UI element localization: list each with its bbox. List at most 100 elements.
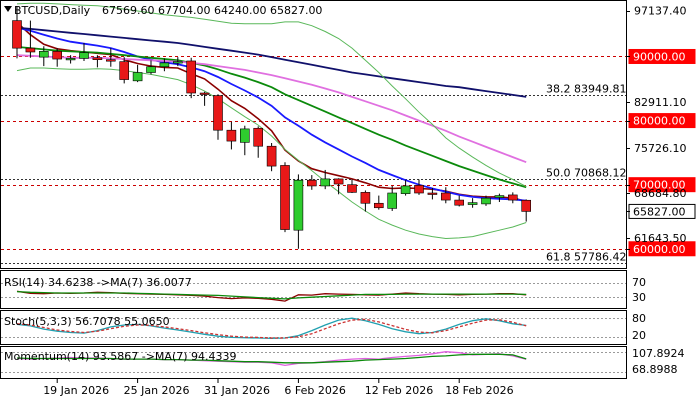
date-label: 6 Feb 2026 bbox=[284, 384, 345, 397]
date-label: 31 Jan 2026 bbox=[204, 384, 270, 397]
moving-averages bbox=[16, 2, 527, 240]
candle bbox=[293, 174, 304, 249]
candle-body bbox=[173, 61, 183, 64]
candle-body bbox=[12, 20, 22, 49]
candle-body bbox=[440, 192, 451, 201]
candle-body bbox=[507, 194, 518, 201]
ma-navy-line bbox=[16, 26, 527, 98]
candle bbox=[333, 178, 344, 195]
candle-body bbox=[119, 61, 129, 80]
candle-body bbox=[333, 178, 344, 185]
candle-body bbox=[25, 47, 36, 53]
candle bbox=[146, 60, 156, 75]
date-label: 19 Jan 2026 bbox=[43, 384, 109, 397]
candle-body bbox=[253, 127, 263, 147]
candle bbox=[467, 198, 478, 208]
candle bbox=[79, 43, 89, 61]
candle-body bbox=[454, 199, 465, 206]
candles bbox=[12, 6, 532, 249]
candle-body bbox=[146, 66, 156, 73]
momentum-ma-line bbox=[16, 353, 527, 364]
rsi-ma-line bbox=[16, 290, 527, 300]
date-label: 12 Feb 2026 bbox=[365, 384, 433, 397]
candle-body bbox=[226, 129, 237, 142]
candle bbox=[306, 175, 317, 190]
candle bbox=[213, 94, 223, 140]
candle bbox=[427, 187, 438, 200]
ohlc-label: 67569.60 67704.00 64240.00 65827.00 bbox=[102, 4, 322, 17]
fib-level-label: 38.2 83949.81 bbox=[546, 83, 626, 96]
stoch-d-line bbox=[16, 318, 527, 339]
candle-body bbox=[306, 179, 317, 187]
candle bbox=[65, 55, 76, 64]
candle bbox=[173, 57, 183, 67]
candle bbox=[199, 91, 210, 106]
candle bbox=[373, 195, 384, 210]
candle-body bbox=[360, 192, 371, 204]
candle bbox=[400, 180, 411, 196]
candle bbox=[347, 179, 357, 194]
level-price-tag bbox=[628, 113, 696, 129]
symbol-label: BTCUSD,Daily bbox=[14, 4, 91, 17]
stoch-label: Stoch(5,3,3) 56.7078 55.0650 bbox=[4, 315, 170, 328]
candle bbox=[414, 179, 424, 195]
candle-body bbox=[266, 145, 277, 167]
candle bbox=[52, 48, 63, 67]
candle bbox=[320, 169, 331, 190]
band-lower-line bbox=[16, 67, 527, 240]
candle-body bbox=[106, 59, 116, 62]
candle bbox=[266, 143, 277, 172]
ma-green-line bbox=[16, 46, 527, 189]
candle-body bbox=[186, 60, 196, 94]
candle bbox=[481, 195, 491, 206]
candle-body bbox=[52, 51, 63, 60]
candle bbox=[38, 46, 49, 67]
price-tag-text: 70000.00 bbox=[633, 179, 686, 192]
candle-body bbox=[79, 52, 89, 59]
price-label: 97137.40 bbox=[634, 5, 687, 18]
candle bbox=[253, 126, 263, 158]
candle bbox=[507, 192, 518, 204]
date-label: 25 Jan 2026 bbox=[124, 384, 190, 397]
price-tag-text: 80000.00 bbox=[633, 115, 686, 128]
candle-body bbox=[38, 51, 49, 58]
price-axis: 97137.40 82911.10 75726.10 68684.80 61643.50 bbox=[626, 5, 687, 250]
momentum-tick-low: 68.8988 bbox=[632, 363, 678, 376]
chart-menu-triangle-icon[interactable] bbox=[4, 6, 12, 12]
candle bbox=[12, 6, 22, 59]
rsi-label: RSI(14) 34.6238 ->MA(7) 36.0077 bbox=[4, 276, 192, 289]
candle-body bbox=[347, 184, 357, 193]
candle-body bbox=[199, 92, 210, 95]
candle bbox=[25, 20, 36, 58]
fib-level-label: 50.0 70868.12 bbox=[546, 167, 626, 180]
candle bbox=[360, 190, 371, 212]
fib-level-label: 61.8 57786.42 bbox=[546, 251, 626, 264]
candle-body bbox=[92, 57, 103, 60]
price-label: 75726.10 bbox=[634, 142, 687, 155]
candle-body bbox=[467, 202, 478, 205]
candle bbox=[186, 57, 196, 99]
candle-body bbox=[400, 185, 411, 194]
candle bbox=[494, 193, 505, 202]
candle-body bbox=[521, 199, 532, 212]
candle-body bbox=[320, 178, 331, 187]
momentum-label: Momentum(14) 93.5867 ->MA(7) 94.4339 bbox=[4, 350, 237, 363]
candle-body bbox=[240, 128, 250, 143]
ma-blue-line bbox=[16, 26, 527, 202]
candle bbox=[240, 125, 250, 156]
candle bbox=[440, 187, 451, 204]
candle bbox=[159, 58, 170, 72]
candle bbox=[132, 64, 143, 83]
price-tag-text: 60000.00 bbox=[633, 243, 686, 256]
price-label: 68684.80 bbox=[634, 187, 687, 200]
stoch-panel bbox=[0, 310, 627, 345]
candle bbox=[454, 195, 465, 207]
candle-body bbox=[427, 192, 438, 195]
candle-body bbox=[159, 62, 170, 68]
level-price-tag bbox=[628, 241, 696, 257]
price-tag-text: 65827.00 bbox=[633, 205, 686, 218]
level-price-tag bbox=[628, 177, 696, 193]
candle bbox=[387, 185, 398, 211]
rsi-tick-70: 70 bbox=[632, 276, 646, 289]
